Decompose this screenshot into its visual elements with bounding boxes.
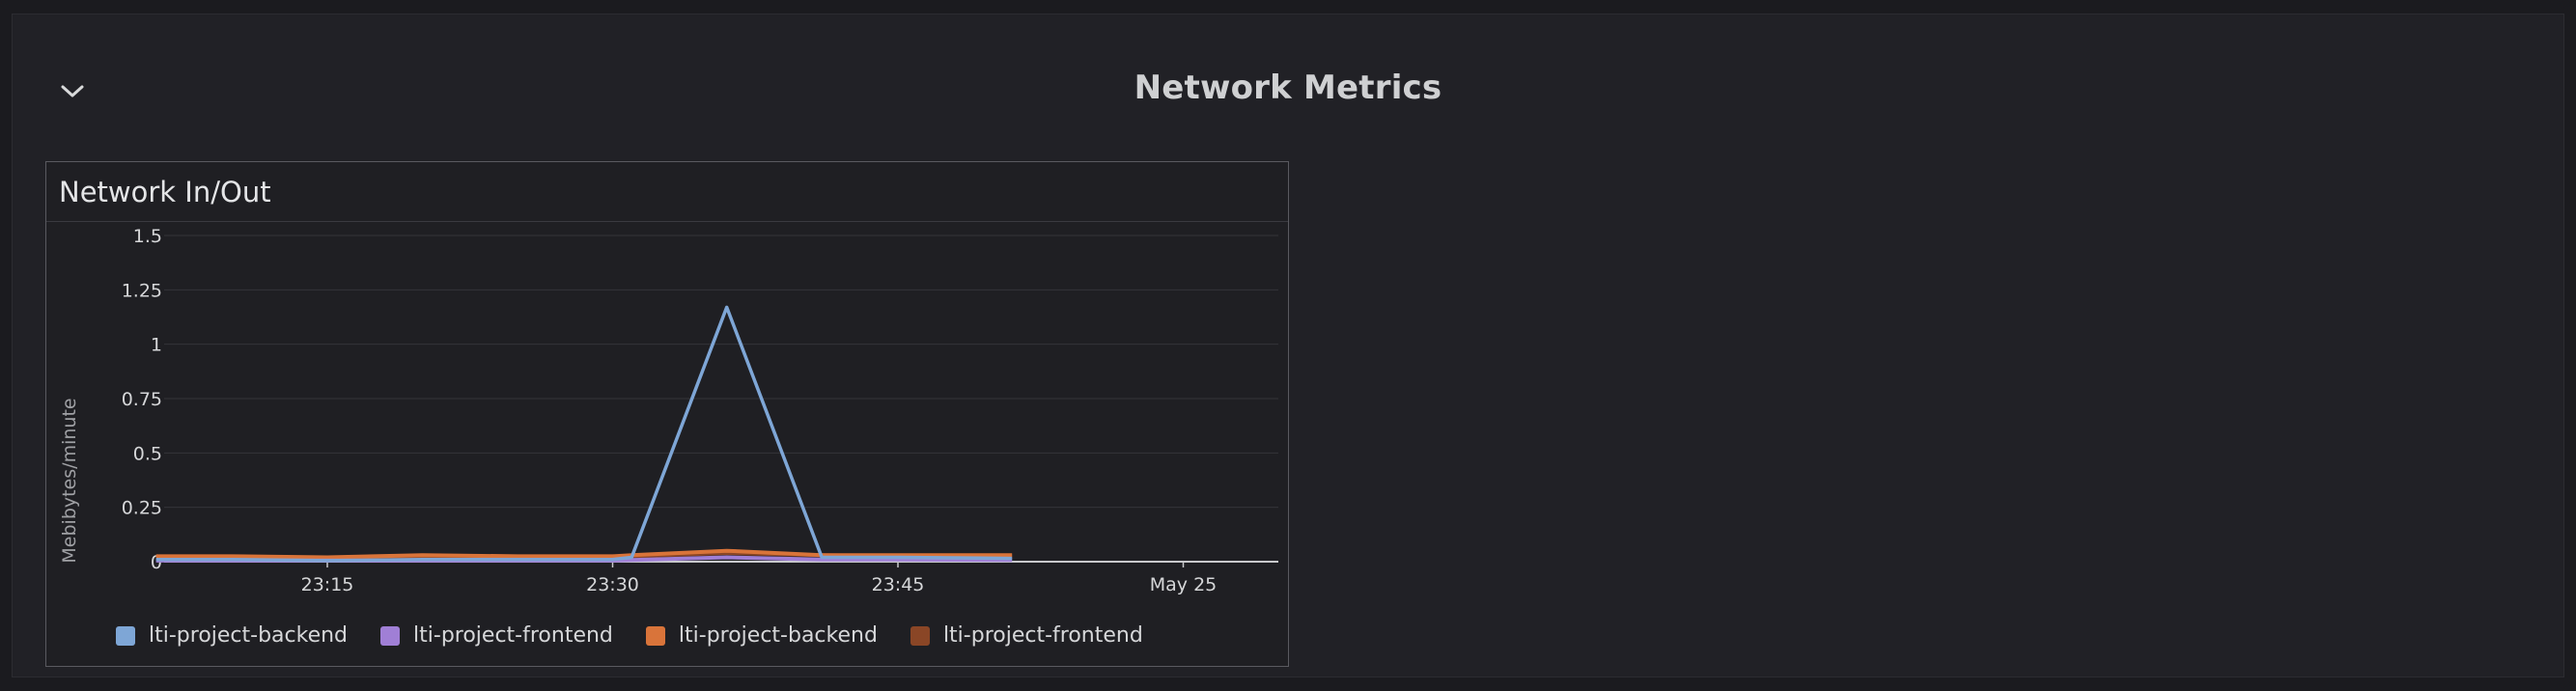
y-tick-label: 1.25 xyxy=(122,280,162,301)
chart-legend: lti-project-backend lti-project-frontend l… xyxy=(116,623,1143,648)
chart-series xyxy=(155,305,1013,563)
legend-swatch xyxy=(116,625,135,646)
x-tick-label: 23:30 xyxy=(586,574,639,595)
y-tick-label: 0.25 xyxy=(122,498,162,519)
legend-item-2[interactable]: lti-project-backend xyxy=(645,623,878,648)
y-tick-label: 0.5 xyxy=(133,443,162,464)
legend-label: lti-project-backend xyxy=(678,623,878,648)
x-axis-ticks: 23:15 23:30 23:45 May 25 xyxy=(301,562,1218,595)
y-axis-label: Mebibytes/minute xyxy=(59,398,80,563)
x-tick-label: May 25 xyxy=(1150,574,1218,595)
legend-item-3[interactable]: lti-project-frontend xyxy=(910,623,1143,648)
panel-title[interactable]: Network In/Out xyxy=(59,175,271,208)
y-tick-label: 1 xyxy=(151,335,162,356)
legend-label: lti-project-backend xyxy=(149,623,349,648)
panel-network-in-out[interactable]: Network In/Out 0 0.25 0.5 0.75 1 1.25 1.5 23:1… xyxy=(45,161,1289,667)
legend-label: lti-project-frontend xyxy=(413,623,613,648)
x-tick-label: 23:15 xyxy=(301,574,354,595)
legend-item-1[interactable]: lti-project-frontend xyxy=(380,623,613,648)
legend-label: lti-project-frontend xyxy=(942,623,1143,648)
y-tick-label: 0.75 xyxy=(122,389,162,410)
series-line-2[interactable] xyxy=(155,548,1013,560)
chevron-down-icon xyxy=(61,85,84,97)
collapse-row-button[interactable] xyxy=(57,76,88,107)
legend-swatch xyxy=(910,625,930,646)
y-tick-label: 1.5 xyxy=(133,226,162,247)
legend-swatch xyxy=(645,625,665,646)
legend-swatch xyxy=(380,625,401,646)
panel-header[interactable]: Network In/Out xyxy=(46,162,1288,222)
chart-grid xyxy=(164,235,1278,563)
section-title: Network Metrics xyxy=(1134,69,1442,107)
dashboard-row-network-metrics: Network Metrics Network In/Out 0 0.25 0.5 0… xyxy=(12,14,2564,677)
x-tick-label: 23:45 xyxy=(872,574,925,595)
legend-item-0[interactable]: lti-project-backend xyxy=(116,623,348,648)
series-line-0[interactable] xyxy=(155,305,1013,563)
